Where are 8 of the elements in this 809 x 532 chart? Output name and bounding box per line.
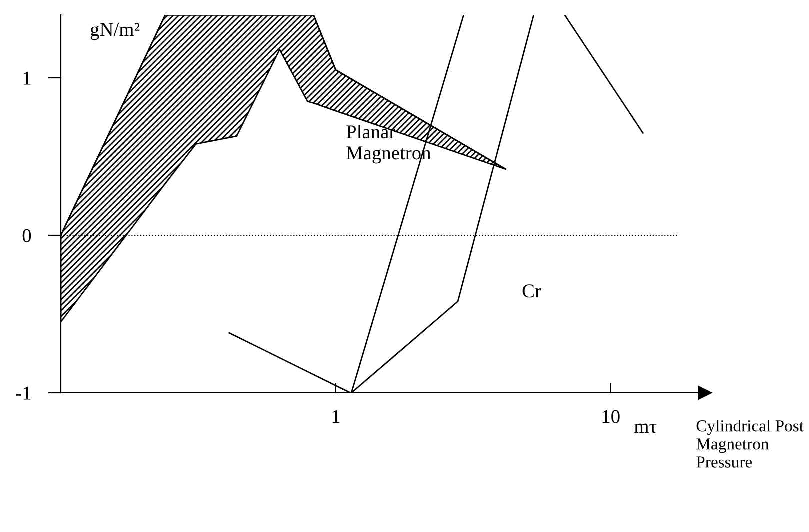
y-tick-label: 1 xyxy=(24,72,31,85)
y-tick-label: 0 xyxy=(22,229,32,242)
x-tick-label: 10 xyxy=(602,410,620,424)
x-axis-title: mτ xyxy=(634,424,657,434)
y-tick-label: -1 xyxy=(16,386,31,400)
y-axis-title: gN/m² xyxy=(90,23,140,40)
text: Cylindrical Post Magnetron Pressure xyxy=(696,420,804,468)
annotation: Cr xyxy=(522,284,542,298)
